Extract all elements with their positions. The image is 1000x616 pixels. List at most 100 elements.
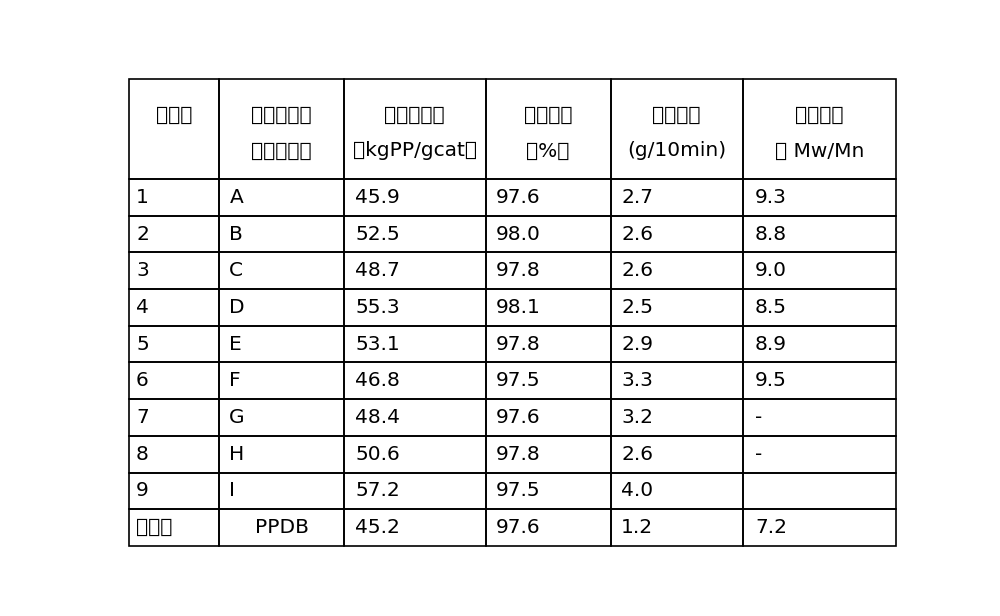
Text: 97.6: 97.6 (496, 188, 540, 207)
Bar (129, 362, 219, 399)
Bar (219, 179, 344, 216)
Text: H: H (229, 445, 245, 464)
Bar (743, 509, 896, 546)
Bar (344, 399, 486, 436)
Bar (486, 79, 611, 179)
Bar (486, 326, 611, 362)
Bar (743, 216, 896, 253)
Bar (219, 253, 344, 289)
Bar (611, 79, 743, 179)
Bar (219, 216, 344, 253)
Text: -: - (755, 445, 762, 464)
Text: 9.3: 9.3 (755, 188, 787, 207)
Bar (611, 289, 743, 326)
Text: 催化剂活性: 催化剂活性 (384, 107, 445, 125)
Text: 子体化合物: 子体化合物 (251, 142, 312, 161)
Text: 实施例: 实施例 (156, 107, 192, 125)
Text: 分子量分: 分子量分 (795, 107, 844, 125)
Text: 6: 6 (136, 371, 149, 391)
Bar (743, 326, 896, 362)
Text: E: E (229, 334, 242, 354)
Bar (219, 399, 344, 436)
Bar (743, 253, 896, 289)
Bar (611, 509, 743, 546)
Text: 8.9: 8.9 (755, 334, 787, 354)
Text: 48.4: 48.4 (355, 408, 400, 427)
Bar (486, 362, 611, 399)
Text: 97.5: 97.5 (496, 371, 540, 391)
Bar (219, 436, 344, 472)
Text: 9.0: 9.0 (755, 261, 787, 280)
Bar (611, 436, 743, 472)
Bar (219, 509, 344, 546)
Bar (611, 326, 743, 362)
Text: 2: 2 (136, 225, 149, 243)
Text: 97.5: 97.5 (496, 481, 540, 500)
Text: 8.8: 8.8 (755, 225, 787, 243)
Text: 对比例: 对比例 (136, 518, 172, 537)
Text: PPDB: PPDB (255, 518, 308, 537)
Text: F: F (229, 371, 241, 391)
Text: 复合内给电: 复合内给电 (251, 107, 312, 125)
Bar (219, 472, 344, 509)
Text: 97.8: 97.8 (496, 261, 540, 280)
Bar (743, 399, 896, 436)
Bar (344, 253, 486, 289)
Bar (344, 472, 486, 509)
Text: 45.2: 45.2 (355, 518, 400, 537)
Text: 98.1: 98.1 (496, 298, 541, 317)
Text: 48.7: 48.7 (355, 261, 400, 280)
Bar (344, 216, 486, 253)
Bar (344, 436, 486, 472)
Text: 3: 3 (136, 261, 149, 280)
Bar (486, 509, 611, 546)
Text: 2.9: 2.9 (621, 334, 653, 354)
Bar (743, 472, 896, 509)
Bar (129, 399, 219, 436)
Text: 2.6: 2.6 (621, 261, 653, 280)
Text: 2.6: 2.6 (621, 445, 653, 464)
Text: 3.2: 3.2 (621, 408, 653, 427)
Bar (611, 216, 743, 253)
Text: 2.6: 2.6 (621, 225, 653, 243)
Bar (219, 79, 344, 179)
Text: 2.7: 2.7 (621, 188, 653, 207)
Text: C: C (229, 261, 243, 280)
Bar (611, 362, 743, 399)
Bar (611, 399, 743, 436)
Bar (344, 179, 486, 216)
Bar (486, 399, 611, 436)
Text: A: A (229, 188, 243, 207)
Bar (611, 179, 743, 216)
Text: 7: 7 (136, 408, 149, 427)
Bar (486, 253, 611, 289)
Text: 4.0: 4.0 (621, 481, 653, 500)
Bar (486, 216, 611, 253)
Text: 1: 1 (136, 188, 149, 207)
Bar (129, 79, 219, 179)
Bar (344, 79, 486, 179)
Text: 52.5: 52.5 (355, 225, 400, 243)
Text: 97.6: 97.6 (496, 518, 540, 537)
Bar (486, 436, 611, 472)
Text: 8: 8 (136, 445, 149, 464)
Text: 98.0: 98.0 (496, 225, 541, 243)
Text: B: B (229, 225, 243, 243)
Bar (344, 362, 486, 399)
Bar (129, 436, 219, 472)
Bar (129, 509, 219, 546)
Bar (129, 472, 219, 509)
Text: 7.2: 7.2 (755, 518, 787, 537)
Text: 9.5: 9.5 (755, 371, 787, 391)
Bar (219, 326, 344, 362)
Text: 97.8: 97.8 (496, 445, 540, 464)
Text: 等规指数: 等规指数 (524, 107, 572, 125)
Bar (129, 216, 219, 253)
Text: 97.6: 97.6 (496, 408, 540, 427)
Text: I: I (229, 481, 235, 500)
Text: 9: 9 (136, 481, 149, 500)
Text: 1.2: 1.2 (621, 518, 653, 537)
Text: 53.1: 53.1 (355, 334, 400, 354)
Bar (743, 79, 896, 179)
Text: 熔融指数: 熔融指数 (652, 107, 701, 125)
